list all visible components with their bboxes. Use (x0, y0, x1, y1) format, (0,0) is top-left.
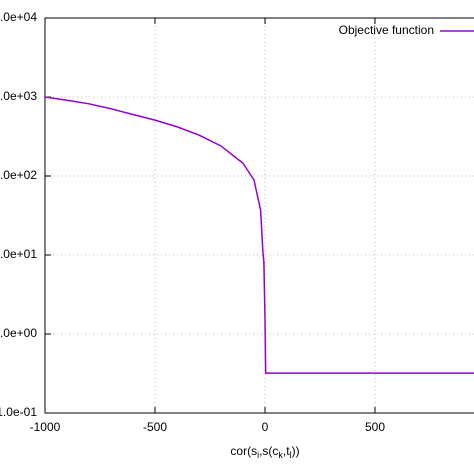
x-axis-label-subscript: k (278, 450, 283, 460)
x-axis-label-subscript: i (257, 450, 259, 460)
x-tick-label: 0 (262, 420, 269, 434)
x-axis-label-part: ,t (283, 444, 290, 458)
y-tick-label: .0e+02 (0, 168, 37, 182)
y-tick-label: .0e+00 (0, 326, 37, 340)
y-tick-label: .0e+03 (0, 89, 37, 103)
x-axis-label: cor(si,s(ck,tl)) (230, 444, 299, 460)
x-axis-label-part: )) (292, 444, 300, 458)
line-series (44, 96, 474, 374)
x-axis-label-part: ,s(c (259, 444, 278, 458)
axis-frame (44, 17, 474, 414)
x-tick-label: 500 (365, 420, 385, 434)
y-tick-label: .0e+01 (0, 247, 37, 261)
x-axis-label-subscript: l (290, 450, 292, 460)
y-tick-label: .0e+04 (0, 10, 37, 24)
y-tick-label: 1.0e-01 (0, 405, 37, 419)
x-axis-label-part: cor(s (230, 444, 257, 458)
legend-label: Objective function (339, 23, 434, 37)
x-tick-label: -500 (143, 420, 167, 434)
x-tick-label: -1000 (30, 420, 61, 434)
